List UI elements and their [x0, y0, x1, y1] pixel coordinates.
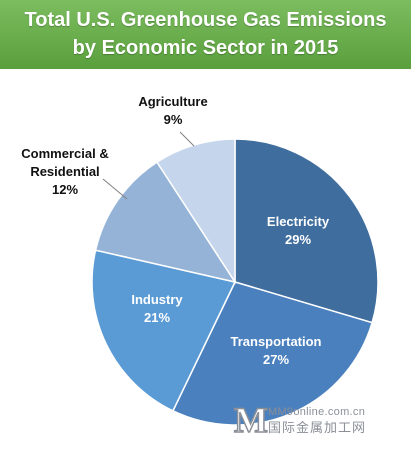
watermark-site: MM9online.com.cn [268, 406, 366, 418]
slice-value-transportation: 27% [263, 352, 289, 367]
leader-line-agriculture [179, 131, 195, 147]
pie-slice-commercial-residential [94, 161, 237, 284]
slice-value-industry: 21% [144, 310, 170, 325]
slice-label-electricity: Electricity 29% [267, 214, 330, 247]
chart-title-line1: Total U.S. Greenhouse Gas Emissions [24, 9, 387, 31]
pie-slice-electricity [234, 138, 379, 324]
slice-label-commercial-residential: Commercial & Residential 12% [21, 146, 108, 197]
slice-value-commercial-residential: 12% [52, 182, 78, 197]
pie-slice-industry [91, 249, 237, 412]
slice-name-agriculture: Agriculture [138, 94, 207, 109]
slice-label-agriculture: Agriculture 9% [138, 94, 207, 127]
title-banner: Total U.S. Greenhouse Gas Emissions by E… [0, 0, 411, 69]
slice-name-electricity: Electricity [267, 214, 330, 229]
pie-slice-transportation [171, 281, 374, 426]
watermark-chinese: 国际金属加工网 [268, 421, 367, 436]
pie-slice-agriculture [155, 138, 236, 285]
slice-name-commercial-residential: Residential [30, 164, 99, 179]
slice-name-industry: Industry [131, 292, 183, 307]
slice-label-industry: Industry 21% [131, 292, 183, 325]
leader-line-commercial-residential [102, 178, 128, 200]
slice-name-transportation: Transportation [230, 334, 321, 349]
pie-chart: Electricity 29% Transportation 27% Industry 2… [21, 94, 379, 426]
slice-label-transportation: Transportation 27% [230, 334, 321, 367]
slice-name-commercial-residential: Commercial & [21, 146, 108, 161]
slice-value-agriculture: 9% [164, 112, 183, 127]
chart-title-line2: by Economic Sector in 2015 [72, 37, 339, 59]
slice-value-electricity: 29% [285, 232, 311, 247]
watermark-logo: M [233, 400, 268, 440]
